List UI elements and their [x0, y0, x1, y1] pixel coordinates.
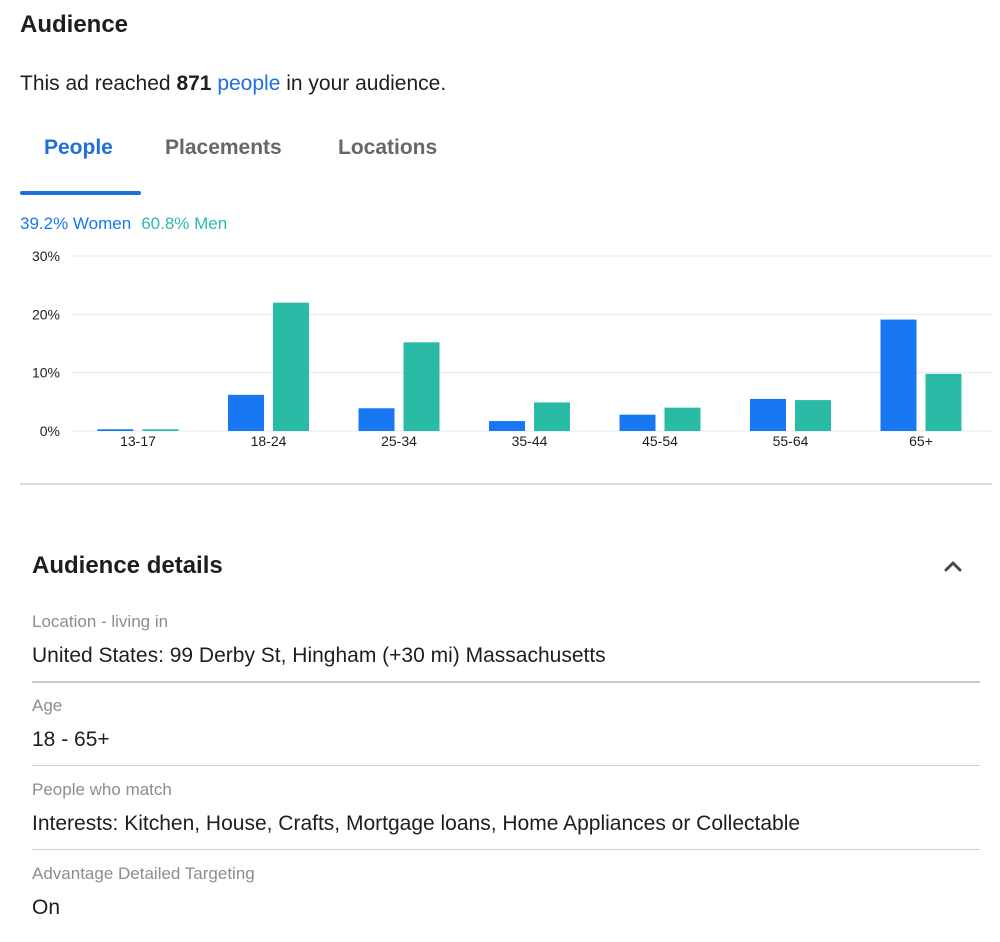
detail-value: On — [32, 896, 61, 919]
detail-location: Location - living in United States: 99 D… — [32, 612, 980, 684]
y-tick-label: 20% — [32, 306, 60, 322]
detail-value: United States: 99 Derby St, Hingham (+30… — [32, 644, 606, 667]
x-tick-label: 25-34 — [381, 433, 417, 449]
bar-men-13-17[interactable] — [142, 429, 179, 431]
detail-label: Age — [32, 696, 63, 715]
bar-women-25-34[interactable] — [358, 408, 395, 431]
audience-details-title: Audience details — [32, 552, 223, 579]
tab-locations[interactable]: Locations — [338, 136, 438, 159]
x-tick-label: 65+ — [909, 433, 933, 449]
detail-label: People who match — [32, 780, 172, 799]
detail-people-who-match: People who match Interests: Kitchen, Hou… — [32, 780, 980, 852]
chevron-up-icon — [944, 561, 962, 572]
detail-separator — [32, 681, 980, 683]
chart-divider — [20, 483, 992, 485]
bar-women-35-44[interactable] — [489, 421, 525, 431]
bar-men-35-44[interactable] — [534, 402, 570, 431]
bar-women-45-54[interactable] — [619, 414, 656, 431]
bar-women-65+[interactable] — [880, 319, 917, 431]
reach-count: 871 — [176, 72, 212, 95]
bar-men-45-54[interactable] — [664, 407, 701, 431]
people-link[interactable]: people — [217, 72, 281, 95]
x-tick-label: 18-24 — [251, 433, 287, 449]
bar-men-65+[interactable] — [925, 373, 962, 431]
x-tick-label: 35-44 — [512, 433, 548, 449]
audience-title: Audience — [20, 11, 129, 38]
age-gender-bar-chart: 0% 10% 20% 30% 13-17 18-24 25-34 35-44 45-54 55-6… — [32, 248, 992, 449]
y-tick-label: 30% — [32, 248, 60, 264]
x-tick-label: 45-54 — [642, 433, 678, 449]
reach-suffix: in your audience. — [286, 72, 447, 95]
active-tab-indicator — [20, 191, 141, 195]
reach-summary: This ad reached 871 people in your audie… — [20, 72, 446, 96]
tab-people[interactable]: People — [44, 136, 113, 159]
gender-split: 39.2% Women 60.8% Men — [20, 214, 227, 234]
x-tick-label: 55-64 — [773, 433, 809, 449]
women-percentage: 39.2% Women — [20, 214, 132, 233]
detail-label: Advantage Detailed Targeting — [32, 864, 255, 883]
tab-placements[interactable]: Placements — [165, 136, 282, 159]
detail-value: 18 - 65+ — [32, 728, 110, 751]
detail-age: Age 18 - 65+ — [32, 696, 980, 768]
detail-separator — [32, 849, 980, 850]
men-percentage: 60.8% Men — [141, 214, 228, 233]
detail-label: Location - living in — [32, 612, 169, 631]
detail-advantage-targeting: Advantage Detailed Targeting On — [32, 864, 980, 936]
bar-women-18-24[interactable] — [228, 394, 264, 431]
bar-men-25-34[interactable] — [403, 342, 440, 431]
detail-value: Interests: Kitchen, House, Crafts, Mortg… — [32, 812, 801, 835]
x-tick-label: 13-17 — [120, 433, 156, 449]
detail-separator — [32, 765, 980, 766]
y-tick-label: 10% — [32, 365, 60, 381]
reach-prefix: This ad reached — [20, 72, 171, 95]
collapse-button[interactable] — [938, 552, 968, 580]
y-tick-label: 0% — [40, 423, 60, 439]
bar-women-55-64[interactable] — [750, 398, 786, 431]
audience-tabs: People Placements Locations — [20, 128, 992, 196]
bar-women-13-17[interactable] — [97, 429, 134, 431]
bar-men-55-64[interactable] — [795, 400, 831, 431]
bar-men-18-24[interactable] — [273, 302, 309, 431]
